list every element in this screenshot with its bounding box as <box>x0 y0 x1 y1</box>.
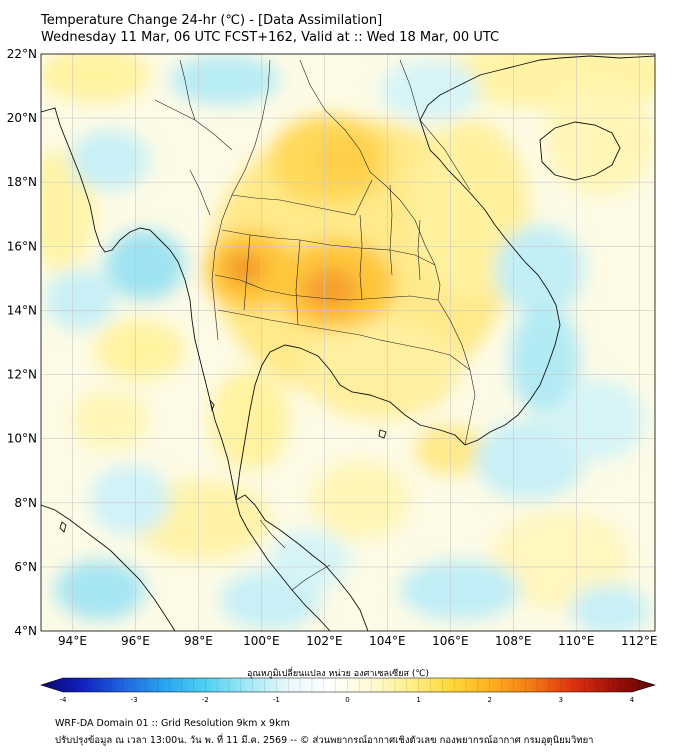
colorbar-tick-label: -4 <box>60 696 68 704</box>
colorbar-bar <box>40 677 657 693</box>
lat-label: 10°N <box>7 432 37 446</box>
coastlines <box>41 55 655 631</box>
footer-line-1: WRF-DA Domain 01 :: Grid Resolution 9km … <box>55 718 290 729</box>
lat-label: 22°N <box>7 47 37 61</box>
chart-title: Temperature Change 24-hr (℃) - [Data Ass… <box>41 12 499 46</box>
lon-label: 112°E <box>621 634 658 648</box>
lon-label: 94°E <box>58 634 87 648</box>
title-line-2: Wednesday 11 Mar, 06 UTC FCST+162, Valid… <box>41 30 500 45</box>
colorbar-title: อุณหภูมิเปลี่ยนแปลง หน่วย องศาเซลเซียส (… <box>246 669 430 679</box>
lat-label: 18°N <box>7 175 37 189</box>
lon-label: 104°E <box>369 634 406 648</box>
lon-label: 98°E <box>184 634 213 648</box>
temperature-field <box>41 54 655 631</box>
lon-label: 108°E <box>495 634 532 648</box>
colorbar-tick-label: 2 <box>488 696 492 704</box>
colorbar-tick-label: 1 <box>416 696 420 704</box>
lat-label: 4°N <box>14 624 37 638</box>
colorbar-tick-label: -2 <box>202 696 209 704</box>
lat-label: 14°N <box>7 303 37 317</box>
lat-label: 8°N <box>14 496 37 510</box>
lat-label: 16°N <box>7 239 37 253</box>
lon-label: 102°E <box>306 634 343 648</box>
colorbar-tick-label: 3 <box>559 696 563 704</box>
footer-line-2: ปรับปรุงข้อมูล ณ เวลา 13:00น. วัน พ. ที่… <box>55 735 594 746</box>
longitude-labels: 94°E 96°E 98°E 100°E 102°E 104°E 106°E 108°E 110… <box>58 634 657 648</box>
title-line-1: Temperature Change 24-hr (℃) - [Data Ass… <box>41 13 383 28</box>
lon-label: 100°E <box>243 634 280 648</box>
admin-borders <box>154 59 476 591</box>
colorbar-tick-label: 4 <box>630 696 635 704</box>
map-frame <box>40 53 656 632</box>
lat-label: 6°N <box>14 560 37 574</box>
lon-label: 96°E <box>121 634 150 648</box>
lon-label: 110°E <box>558 634 595 648</box>
lat-label: 12°N <box>7 368 37 382</box>
colorbar: -4 -3 -2 -1 0 1 2 3 4 <box>40 677 657 704</box>
colorbar-tick-label: 0 <box>345 696 349 704</box>
colorbar-tick-label: -3 <box>131 696 138 704</box>
lat-label: 20°N <box>7 111 37 125</box>
colorbar-ticks: -4 -3 -2 -1 0 1 2 3 4 <box>60 678 635 704</box>
map-gridlines <box>41 54 655 631</box>
colorbar-tick-label: -1 <box>273 696 280 704</box>
lon-label: 106°E <box>432 634 469 648</box>
latitude-labels: 22°N 20°N 18°N 16°N 14°N 12°N 10°N 8°N 6°N 4°N <box>7 47 37 638</box>
